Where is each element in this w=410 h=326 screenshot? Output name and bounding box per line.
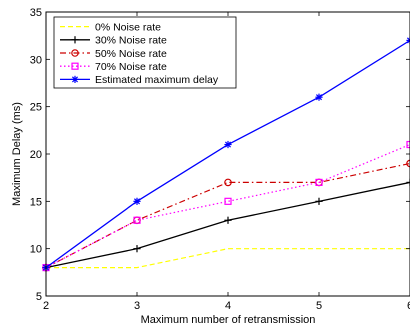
data-point-s5-4 [315, 93, 323, 101]
legend-entry-1: 0% Noise rate [60, 21, 161, 33]
legend-marker-2 [71, 36, 79, 44]
legend-marker-4 [71, 62, 79, 70]
legend-label-3: 50% Noise rate [95, 48, 167, 60]
y-tick-label-7: 35 [30, 7, 42, 19]
data-point-s4-4 [315, 178, 323, 186]
data-point-s2-2 [133, 245, 141, 253]
x-tick-label-2: 3 [134, 300, 140, 312]
data-point-s3-3 [224, 178, 232, 187]
data-point-s2-4 [315, 197, 323, 205]
y-tick-label-5: 25 [30, 102, 42, 114]
legend-entry-3: 50% Noise rate [60, 48, 167, 60]
x-axis-label: Maximum number of retransmission [141, 314, 316, 326]
series-line-1 [46, 248, 410, 269]
x-tick-label-4: 5 [316, 300, 322, 312]
legend-marker-3 [71, 49, 79, 57]
data-point-s2-3 [224, 216, 232, 224]
x-tick-label-5: 6 [407, 300, 410, 312]
data-point-s4-5 [406, 140, 410, 149]
series-layer [42, 36, 410, 272]
y-axis-label: Maximum Delay (ms) [11, 102, 23, 206]
data-point-s2-5 [406, 178, 410, 186]
legend-label-5: Estimated maximum delay [95, 74, 219, 86]
x-tick-label-3: 4 [225, 300, 231, 312]
data-point-s4-3 [224, 197, 232, 205]
series-line-4 [45, 143, 410, 269]
legend-box [53, 16, 237, 89]
data-point-s4-2 [133, 216, 141, 224]
legend-label-2: 30% Noise rate [95, 35, 167, 47]
legend-entry-2: 30% Noise rate [60, 35, 167, 47]
legend-label-4: 70% Noise rate [95, 61, 167, 73]
y-tick-label-1: 5 [36, 291, 42, 303]
data-point-s5-3 [224, 140, 232, 149]
tick-layer: 2 3 4 5 6 5 10 15 20 25 30 35 [30, 7, 410, 312]
y-tick-label-2: 10 [30, 244, 42, 256]
y-tick-label-3: 15 [30, 196, 42, 208]
y-tick-label-6: 30 [30, 54, 42, 66]
legend-entry-4: 70% Noise rate [60, 61, 167, 73]
y-tick-label-4: 20 [30, 149, 42, 161]
x-tick-label-1: 2 [43, 300, 49, 312]
legend-marker-5 [71, 75, 79, 83]
legend-label-1: 0% Noise rate [95, 21, 161, 33]
data-point-s5-2 [133, 197, 141, 205]
legend-entry-5: Estimated maximum delay [60, 74, 219, 86]
